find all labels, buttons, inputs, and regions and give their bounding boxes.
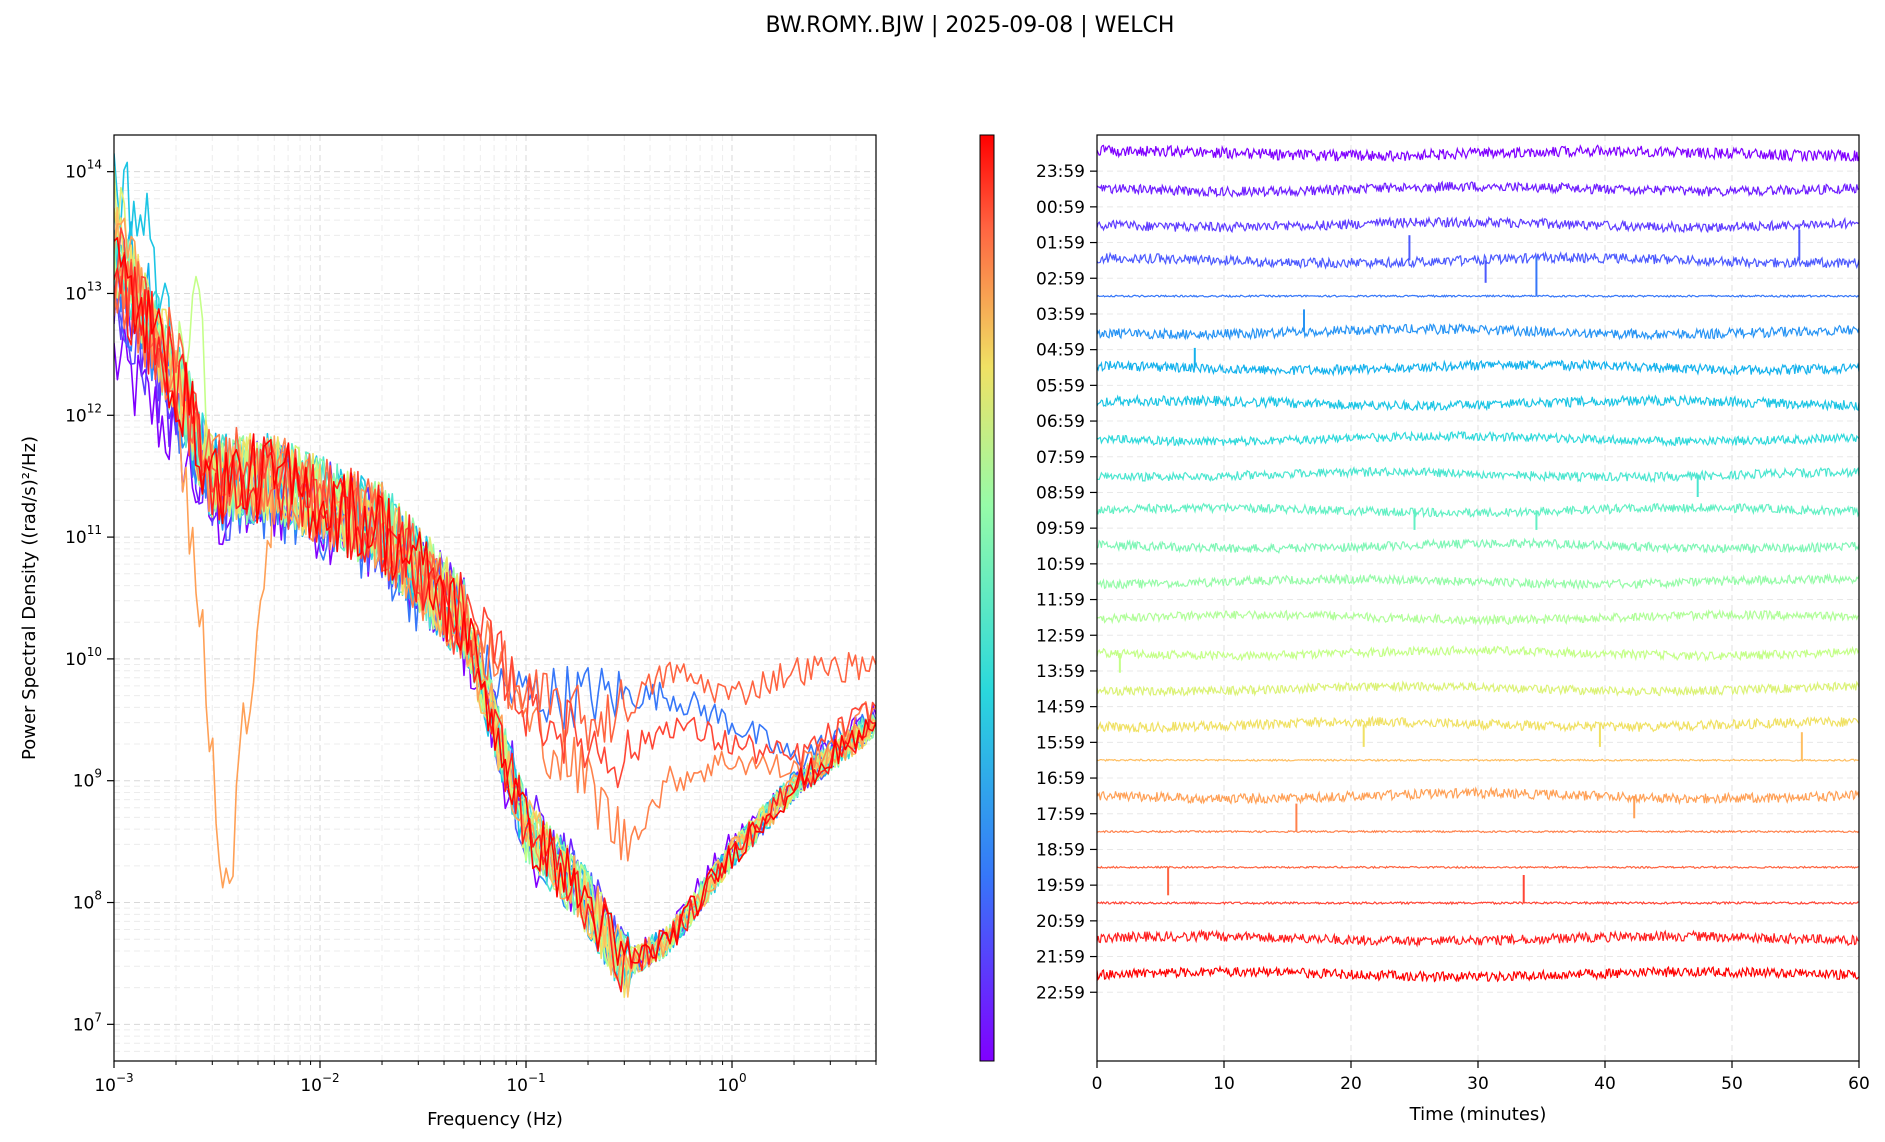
psd-xtick-label: 10−3: [94, 1071, 133, 1096]
psd-series-line-1459: [114, 166, 876, 978]
helicorder-trace: [1097, 359, 1859, 377]
helicorder-hour-label: 06:59: [1036, 412, 1085, 432]
psd-grid: [113, 134, 877, 1062]
helicorder-hour-label: 13:59: [1036, 662, 1085, 682]
psd-ytick-label: 107: [73, 1010, 102, 1035]
psd-series-line-2359: [114, 325, 876, 967]
psd-ytick-label: 108: [73, 889, 102, 914]
helicorder-trace-group: [1097, 144, 1859, 983]
psd-ticks: 10−3 10−2 10−1 100 107 108 109 1010 1011 1012 1013…: [65, 158, 877, 1096]
helicorder-xtick-label: 0: [1092, 1074, 1103, 1094]
psd-xlabel: Frequency (Hz): [427, 1109, 563, 1130]
helicorder-hour-label: 19:59: [1036, 876, 1085, 896]
helicorder-hour-label: 09:59: [1036, 519, 1085, 539]
psd-series-line-1159: [114, 255, 876, 971]
helicorder-trace: [1097, 537, 1859, 555]
helicorder-xlabel: Time (minutes): [1409, 1104, 1547, 1125]
psd-series-line-0659: [114, 153, 876, 981]
psd-series-line-1059: [114, 215, 876, 990]
helicorder-hour-label: 14:59: [1036, 698, 1085, 718]
helicorder-xtick-label: 30: [1467, 1074, 1489, 1094]
psd-panel: 10−3 10−2 10−1 100 107 108 109 1010 1011 1012 1013…: [19, 134, 877, 1130]
psd-series-line-1359: [114, 250, 876, 977]
helicorder-hour-label: 10:59: [1036, 555, 1085, 575]
psd-ytick-label: 1013: [65, 279, 102, 304]
helicorder-xtick-label: 50: [1721, 1074, 1743, 1094]
helicorder-panel: 0 10 20 30 40 50 60 23:59 00:59 01:59 02:59 03:59 04…: [1036, 134, 1870, 1125]
psd-xtick-label: 10−1: [506, 1071, 545, 1096]
helicorder-xtick-label: 40: [1594, 1074, 1616, 1094]
helicorder-trace: [1097, 608, 1859, 626]
helicorder-hour-label: 00:59: [1036, 198, 1085, 218]
helicorder-hour-label: 02:59: [1036, 269, 1085, 289]
helicorder-trace: [1097, 758, 1859, 762]
helicorder-hour-label: 12:59: [1036, 626, 1085, 646]
helicorder-trace: [1097, 964, 1859, 983]
helicorder-hour-label: 16:59: [1036, 769, 1085, 789]
helicorder-grid: [1096, 135, 1860, 1061]
helicorder-trace: [1097, 829, 1859, 834]
helicorder-hour-label: 05:59: [1036, 376, 1085, 396]
helicorder-xtick-label: 60: [1848, 1074, 1870, 1094]
helicorder-hour-label: 23:59: [1036, 162, 1085, 182]
psd-axes-frame: [113, 134, 877, 1062]
helicorder-trace: [1097, 430, 1859, 448]
psd-series-line-0159: [114, 280, 876, 978]
helicorder-hour-label: 22:59: [1036, 983, 1085, 1003]
helicorder-trace: [1097, 645, 1859, 662]
helicorder-hour-label: 17:59: [1036, 805, 1085, 825]
helicorder-trace: [1097, 900, 1859, 906]
helicorder-trace: [1097, 573, 1859, 591]
colorbar: [979, 134, 995, 1062]
psd-ytick-label: 1011: [65, 523, 102, 548]
figure-title: BW.ROMY..BJW | 2025-09-08 | WELCH: [766, 13, 1175, 38]
helicorder-trace: [1097, 393, 1859, 412]
helicorder-trace: [1097, 144, 1859, 163]
colorbar-gradient: [979, 134, 995, 1062]
psd-series-line-2259: [114, 237, 876, 966]
psd-series-line-0959: [114, 223, 876, 973]
helicorder-ticks: 0 10 20 30 40 50 60 23:59 00:59 01:59 02:59 03:59 04…: [1036, 162, 1870, 1094]
helicorder-xtick-label: 10: [1213, 1074, 1235, 1094]
helicorder-hour-label: 15:59: [1036, 733, 1085, 753]
helicorder-trace: [1097, 180, 1859, 198]
psd-xtick-label: 10−2: [300, 1071, 339, 1096]
psd-ytick-label: 1012: [65, 401, 102, 426]
psd-ytick-label: 1010: [65, 645, 102, 670]
psd-ylabel: Power Spectral Density ((rad/s)²/Hz): [19, 436, 40, 760]
helicorder-trace: [1097, 465, 1859, 484]
helicorder-hour-label: 04:59: [1036, 341, 1085, 361]
psd-ytick-label: 1014: [65, 158, 102, 183]
psd-series-line-1859: [114, 260, 876, 862]
helicorder-trace: [1097, 215, 1859, 234]
helicorder-trace: [1097, 250, 1859, 270]
helicorder-trace: [1097, 680, 1859, 698]
psd-series-line-0559: [114, 221, 876, 984]
helicorder-hour-label: 08:59: [1036, 483, 1085, 503]
helicorder-trace: [1097, 786, 1859, 806]
psd-series-group: [114, 153, 876, 998]
helicorder-hour-label: 01:59: [1036, 234, 1085, 254]
helicorder-hour-label: 21:59: [1036, 948, 1085, 968]
psd-series-line-1759: [114, 217, 876, 981]
helicorder-hour-label: 18:59: [1036, 840, 1085, 860]
helicorder-trace: [1097, 323, 1859, 341]
helicorder-trace: [1097, 928, 1859, 948]
helicorder-trace: [1097, 715, 1859, 734]
helicorder-trace: [1097, 501, 1859, 519]
helicorder-hour-label: 20:59: [1036, 912, 1085, 932]
psd-ytick-label: 109: [73, 767, 102, 792]
helicorder-trace: [1097, 865, 1859, 870]
helicorder-xtick-label: 20: [1340, 1074, 1362, 1094]
helicorder-trace: [1097, 294, 1859, 298]
helicorder-hour-label: 11:59: [1036, 591, 1085, 611]
helicorder-hour-label: 03:59: [1036, 305, 1085, 325]
psd-xtick-label: 100: [717, 1071, 746, 1096]
psd-series-line-2159: [114, 252, 876, 993]
helicorder-hour-label: 07:59: [1036, 448, 1085, 468]
